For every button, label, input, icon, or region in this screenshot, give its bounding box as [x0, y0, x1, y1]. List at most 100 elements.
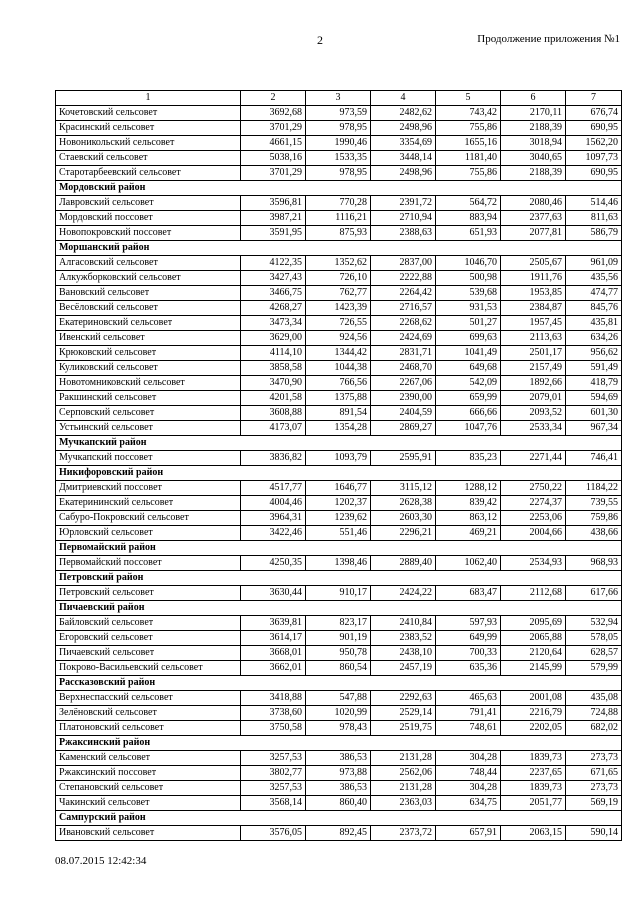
- value-cell: 1892,66: [500, 375, 566, 391]
- value-cell: 2498,96: [370, 165, 436, 181]
- district-section-row: Моршанский район: [55, 240, 622, 256]
- value-cell: 532,94: [565, 615, 622, 631]
- value-cell: 2377,63: [500, 210, 566, 226]
- value-cell: 666,66: [435, 405, 501, 421]
- settlement-name-cell: Новотомниковский сельсовет: [55, 375, 241, 391]
- value-cell: 978,95: [305, 120, 371, 136]
- value-cell: 597,93: [435, 615, 501, 631]
- value-cell: 700,33: [435, 645, 501, 661]
- column-header: 1: [55, 90, 241, 106]
- value-cell: 386,53: [305, 780, 371, 796]
- value-cell: 2716,57: [370, 300, 436, 316]
- value-cell: 2388,63: [370, 225, 436, 241]
- settlement-name-cell: Ивановский сельсовет: [55, 825, 241, 841]
- district-section-row: Мордовский район: [55, 180, 622, 196]
- value-cell: 4114,10: [240, 345, 306, 361]
- value-cell: 3115,12: [370, 480, 436, 496]
- value-cell: 883,94: [435, 210, 501, 226]
- value-cell: 699,63: [435, 330, 501, 346]
- settlement-name-cell: Крюковский сельсовет: [55, 345, 241, 361]
- value-cell: 726,10: [305, 270, 371, 286]
- settlement-row: Юрловский сельсовет 3422,46 551,46 2296,21 4…: [55, 525, 622, 541]
- settlement-name-cell: Верхнеспасский сельсовет: [55, 690, 241, 706]
- value-cell: 649,99: [435, 630, 501, 646]
- value-cell: 2120,64: [500, 645, 566, 661]
- settlement-row: Чакинский сельсовет 3568,14 860,40 2363,03 6…: [55, 795, 622, 811]
- value-cell: 690,95: [565, 165, 622, 181]
- value-cell: 2264,42: [370, 285, 436, 301]
- value-cell: 3470,90: [240, 375, 306, 391]
- value-cell: 3018,94: [500, 135, 566, 151]
- value-cell: 3614,17: [240, 630, 306, 646]
- value-cell: 748,61: [435, 720, 501, 736]
- settlement-name-cell: Вановский сельсовет: [55, 285, 241, 301]
- value-cell: 304,28: [435, 780, 501, 796]
- value-cell: 1097,73: [565, 150, 622, 166]
- settlement-row: Дмитриевский поссовет 4517,77 1646,77 3115,…: [55, 480, 622, 496]
- value-cell: 3427,43: [240, 270, 306, 286]
- settlement-row: Степановский сельсовет 3257,53 386,53 2131,…: [55, 780, 622, 796]
- value-cell: 2237,65: [500, 765, 566, 781]
- value-cell: 579,99: [565, 660, 622, 676]
- settlement-row: Новопокровский поссовет 3591,95 875,93 2388…: [55, 225, 622, 241]
- value-cell: 2157,49: [500, 360, 566, 376]
- value-cell: 2498,96: [370, 120, 436, 136]
- value-cell: 746,41: [565, 450, 622, 466]
- district-name-cell: Первомайский район: [55, 540, 622, 556]
- value-cell: 770,28: [305, 195, 371, 211]
- value-cell: 1044,38: [305, 360, 371, 376]
- value-cell: 1911,76: [500, 270, 566, 286]
- column-header: 6: [500, 90, 566, 106]
- value-cell: 2131,28: [370, 750, 436, 766]
- settlement-name-cell: Чакинский сельсовет: [55, 795, 241, 811]
- settlement-row: Устьинский сельсовет 4173,07 1354,28 2869,2…: [55, 420, 622, 436]
- value-cell: 547,88: [305, 690, 371, 706]
- settlement-row: Ивановский сельсовет 3576,05 892,45 2373,72…: [55, 825, 622, 841]
- value-cell: 3257,53: [240, 780, 306, 796]
- value-cell: 2750,22: [500, 480, 566, 496]
- value-cell: 2424,69: [370, 330, 436, 346]
- value-cell: 3422,46: [240, 525, 306, 541]
- value-cell: 3576,05: [240, 825, 306, 841]
- value-cell: 4250,35: [240, 555, 306, 571]
- settlement-row: Кочетовский сельсовет 3692,68 973,59 2482,6…: [55, 105, 622, 121]
- value-cell: 2077,81: [500, 225, 566, 241]
- value-cell: 635,36: [435, 660, 501, 676]
- value-cell: 418,79: [565, 375, 622, 391]
- settlement-name-cell: Пичаевский сельсовет: [55, 645, 241, 661]
- value-cell: 863,12: [435, 510, 501, 526]
- value-cell: 891,54: [305, 405, 371, 421]
- settlement-row: Новоникольский сельсовет 4661,15 1990,46 33…: [55, 135, 622, 151]
- settlement-name-cell: Екатериновский сельсовет: [55, 315, 241, 331]
- value-cell: 628,57: [565, 645, 622, 661]
- value-cell: 2710,94: [370, 210, 436, 226]
- value-cell: 755,86: [435, 120, 501, 136]
- settlement-row: Куликовский сельсовет 3858,58 1044,38 2468,…: [55, 360, 622, 376]
- value-cell: 2628,38: [370, 495, 436, 511]
- district-name-cell: Сампурский район: [55, 810, 622, 826]
- district-section-row: Рассказовский район: [55, 675, 622, 691]
- value-cell: 3568,14: [240, 795, 306, 811]
- value-cell: 811,63: [565, 210, 622, 226]
- value-cell: 1344,42: [305, 345, 371, 361]
- value-cell: 1990,46: [305, 135, 371, 151]
- value-cell: 3591,95: [240, 225, 306, 241]
- district-name-cell: Мучкапский район: [55, 435, 622, 451]
- settlement-name-cell: Весёловский сельсовет: [55, 300, 241, 316]
- value-cell: 590,14: [565, 825, 622, 841]
- settlement-row: Алкужборковский сельсовет 3427,43 726,10 22…: [55, 270, 622, 286]
- value-cell: 2533,34: [500, 420, 566, 436]
- value-cell: 2001,08: [500, 690, 566, 706]
- settlement-row: Весёловский сельсовет 4268,27 1423,39 2716,…: [55, 300, 622, 316]
- value-cell: 651,93: [435, 225, 501, 241]
- value-cell: 273,73: [565, 750, 622, 766]
- value-cell: 3858,58: [240, 360, 306, 376]
- value-cell: 3629,00: [240, 330, 306, 346]
- value-cell: 659,99: [435, 390, 501, 406]
- value-cell: 2468,70: [370, 360, 436, 376]
- value-cell: 2519,75: [370, 720, 436, 736]
- value-cell: 2383,52: [370, 630, 436, 646]
- value-cell: 4268,27: [240, 300, 306, 316]
